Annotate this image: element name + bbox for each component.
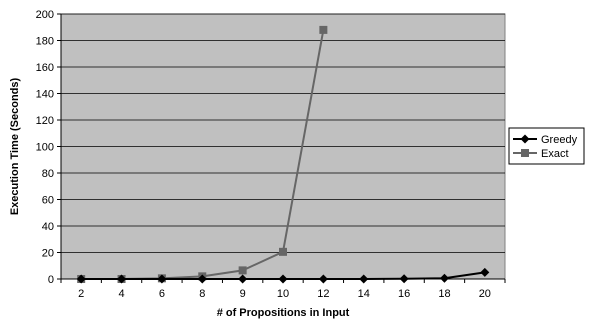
legend: Greedy Exact (508, 127, 585, 165)
data-point-greedy (480, 267, 490, 277)
x-axis-label: # of Propositions in Input (217, 307, 350, 319)
y-tick-label: 180 (36, 36, 54, 48)
x-tick-label: 16 (398, 288, 410, 300)
y-axis-ticks: 0 20 40 60 80 100 120 140 160 180 200 (36, 9, 61, 286)
y-tick-label: 160 (36, 62, 54, 74)
y-tick-label: 80 (42, 168, 54, 180)
legend-label: Exact (541, 148, 569, 160)
legend-marker (520, 134, 530, 144)
data-point-greedy (76, 274, 86, 284)
legend-label: Greedy (541, 134, 578, 146)
legend-item-greedy: Greedy (513, 134, 578, 146)
x-tick-label: 4 (118, 288, 124, 300)
x-tick-label: 9 (240, 288, 246, 300)
data-point-exact (279, 247, 287, 256)
y-tick-label: 200 (36, 9, 54, 21)
x-tick-label: 20 (479, 288, 491, 300)
y-tick-label: 120 (36, 115, 54, 127)
y-tick-label: 100 (36, 142, 54, 154)
y-tick-label: 0 (48, 274, 54, 286)
data-point-greedy (117, 274, 127, 284)
legend-box (508, 127, 585, 165)
x-axis-ticks: 2 4 6 8 9 10 12 14 16 18 20 (60, 279, 506, 300)
x-tick-label: 8 (199, 288, 205, 300)
x-tick-label: 18 (438, 288, 450, 300)
data-point-greedy (439, 273, 449, 283)
data-point-greedy (359, 274, 369, 284)
data-point-greedy (318, 274, 328, 284)
data-point-greedy (399, 274, 409, 284)
data-point-greedy (157, 274, 167, 284)
series-greedy (76, 267, 490, 284)
legend-marker (521, 149, 529, 157)
x-tick-label: 12 (317, 288, 329, 300)
y-tick-label: 140 (36, 89, 54, 101)
data-point-greedy (278, 274, 288, 284)
x-tick-label: 14 (358, 288, 370, 300)
gridlines (60, 13, 505, 280)
data-point-exact (238, 266, 247, 275)
y-tick-label: 40 (42, 221, 54, 233)
data-point-exact (319, 25, 328, 34)
data-point-greedy (238, 274, 248, 284)
x-tick-label: 10 (277, 288, 289, 300)
x-tick-label: 2 (78, 288, 84, 300)
legend-item-exact: Exact (513, 148, 569, 160)
y-axis-label: Execution Time (Seconds) (9, 77, 21, 215)
series-group (76, 25, 490, 284)
x-tick-label: 6 (159, 288, 165, 300)
data-point-greedy (197, 274, 207, 284)
y-tick-label: 20 (42, 248, 54, 260)
y-tick-label: 60 (42, 195, 54, 207)
